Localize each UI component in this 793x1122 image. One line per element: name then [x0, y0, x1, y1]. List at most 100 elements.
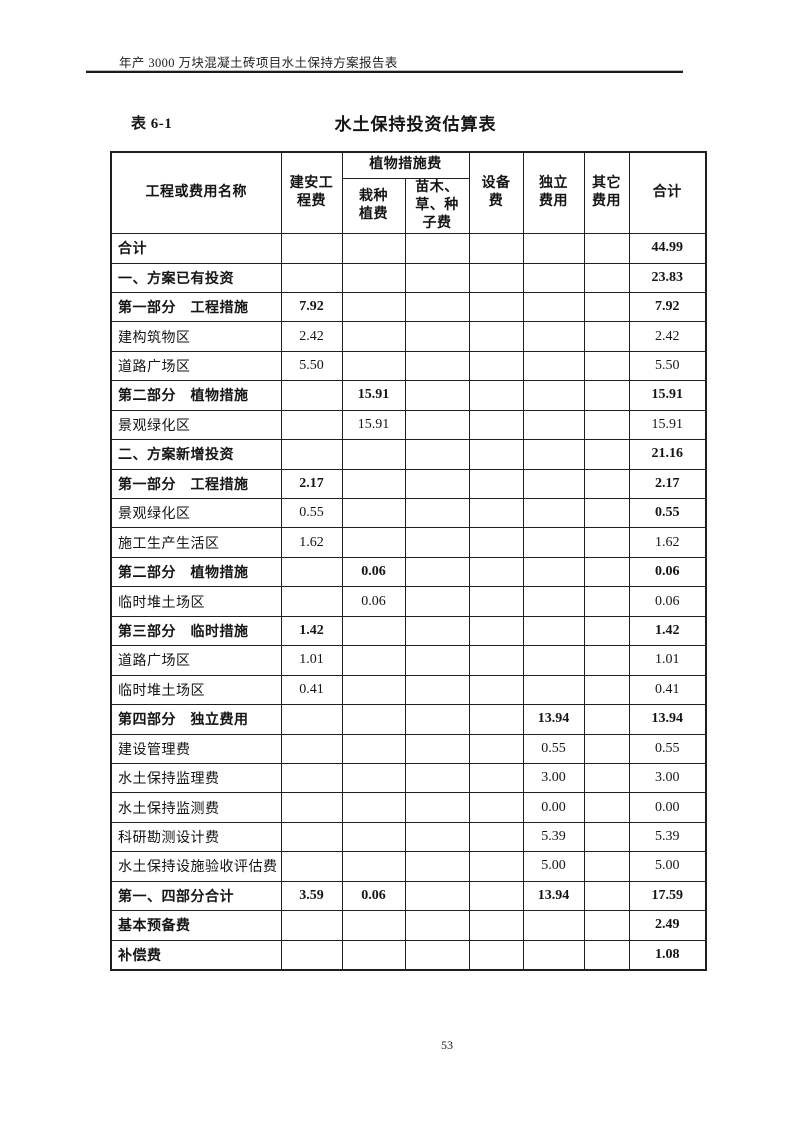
cell-planting	[341, 704, 406, 735]
cell-independent	[522, 380, 585, 411]
table-row: 第二部分 植物措施 15.91 15.91	[110, 380, 707, 411]
cell-other	[583, 792, 630, 823]
table-row: 临时堆土场区 0.06 0.06	[110, 586, 707, 617]
header-rule	[86, 70, 683, 73]
cell-planting	[341, 350, 406, 382]
row-label: 科研勘测设计费	[110, 821, 282, 853]
col-header-seedling: 苗木、 草、种 子费	[404, 177, 470, 235]
cell-equipment	[468, 762, 524, 794]
cell-seedling	[404, 380, 470, 411]
cell-planting	[341, 733, 406, 764]
cell-other	[583, 645, 630, 676]
cell-construction: 2.42	[280, 321, 343, 352]
cell-independent	[522, 910, 585, 941]
cell-construction: 0.55	[280, 497, 343, 529]
table-label: 表 6-1	[131, 116, 173, 132]
cell-planting: 0.06	[341, 586, 406, 617]
cell-seedling	[404, 262, 470, 293]
cell-construction: 3.59	[280, 880, 343, 912]
cell-seedling	[404, 321, 470, 352]
cell-planting	[341, 468, 406, 500]
table-row: 景观绿化区 15.91 15.91	[110, 409, 707, 441]
row-label: 临时堆土场区	[110, 586, 282, 617]
row-label: 第二部分 植物措施	[110, 556, 282, 588]
cell-independent	[522, 939, 585, 971]
cell-planting: 0.06	[341, 556, 406, 588]
cell-seedling	[404, 674, 470, 706]
cell-seedling	[404, 439, 470, 470]
cell-equipment	[468, 704, 524, 735]
cell-other	[583, 910, 630, 941]
cell-construction	[280, 380, 343, 411]
cell-other	[583, 527, 630, 558]
cell-equipment	[468, 880, 524, 912]
cell-independent	[522, 497, 585, 529]
table-row: 合计 44.99	[110, 233, 707, 264]
cell-equipment	[468, 939, 524, 971]
cell-construction	[280, 409, 343, 441]
cell-planting	[341, 939, 406, 971]
table-row: 景观绿化区 0.55 0.55	[110, 497, 707, 529]
cell-total: 21.16	[628, 439, 707, 470]
cell-total: 13.94	[628, 704, 707, 735]
cell-total: 5.50	[628, 350, 707, 382]
cell-construction	[280, 851, 343, 882]
col-header-construction: 建安工 程费	[280, 151, 343, 235]
cell-planting	[341, 674, 406, 706]
cell-equipment	[468, 851, 524, 882]
table-row: 基本预备费 2.49	[110, 910, 707, 941]
cell-independent	[522, 291, 585, 323]
row-label: 道路广场区	[110, 350, 282, 382]
row-label: 补偿费	[110, 939, 282, 971]
cell-independent	[522, 350, 585, 382]
cell-independent	[522, 615, 585, 647]
table-title: 水土保持投资估算表	[334, 115, 497, 134]
cell-independent: 13.94	[522, 880, 585, 912]
cell-construction: 5.50	[280, 350, 343, 382]
cell-equipment	[468, 615, 524, 647]
row-label: 施工生产生活区	[110, 527, 282, 558]
cell-construction	[280, 939, 343, 971]
row-label: 道路广场区	[110, 645, 282, 676]
cell-equipment	[468, 910, 524, 941]
cell-construction: 2.17	[280, 468, 343, 500]
cell-total: 0.55	[628, 733, 707, 764]
cell-other	[583, 497, 630, 529]
cell-independent: 5.39	[522, 821, 585, 853]
cell-planting: 0.06	[341, 880, 406, 912]
cell-other	[583, 380, 630, 411]
table-row: 第一部分 工程措施 2.17 2.17	[110, 468, 707, 500]
cell-seedling	[404, 733, 470, 764]
cell-equipment	[468, 556, 524, 588]
cell-total: 1.08	[628, 939, 707, 971]
cell-total: 15.91	[628, 380, 707, 411]
row-label: 景观绿化区	[110, 497, 282, 529]
cell-equipment	[468, 645, 524, 676]
cell-construction	[280, 762, 343, 794]
table-body: 合计 44.99 一、方案已有投资 23.83 第一部分 工程措施 7.92 7.92 建构筑…	[110, 233, 707, 971]
cell-other	[583, 762, 630, 794]
cell-construction: 0.41	[280, 674, 343, 706]
cell-planting	[341, 851, 406, 882]
cell-total: 1.42	[628, 615, 707, 647]
cell-other	[583, 939, 630, 971]
row-label: 第二部分 植物措施	[110, 380, 282, 411]
cell-equipment	[468, 380, 524, 411]
cell-seedling	[404, 851, 470, 882]
cell-other	[583, 851, 630, 882]
cell-equipment	[468, 586, 524, 617]
cell-planting	[341, 291, 406, 323]
col-header-independent: 独立 费用	[522, 151, 585, 235]
cell-independent	[522, 674, 585, 706]
cell-planting	[341, 527, 406, 558]
cell-equipment	[468, 674, 524, 706]
cell-independent: 5.00	[522, 851, 585, 882]
col-header-planting: 栽种 植费	[341, 177, 406, 235]
cell-planting	[341, 439, 406, 470]
cell-other	[583, 556, 630, 588]
cell-equipment	[468, 821, 524, 853]
cell-total: 0.00	[628, 792, 707, 823]
cell-independent: 0.55	[522, 733, 585, 764]
row-label: 基本预备费	[110, 910, 282, 941]
table-caption-row: 表 6-1 水土保持投资估算表	[110, 110, 705, 136]
